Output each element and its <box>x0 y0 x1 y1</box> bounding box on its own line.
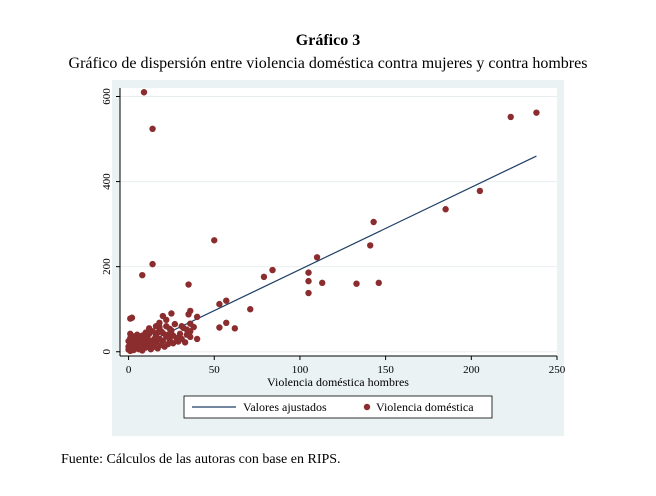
scatter-point <box>140 89 148 96</box>
scatter-point <box>171 320 179 328</box>
scatter-point <box>185 281 192 288</box>
scatter-point <box>476 187 484 195</box>
scatter-point <box>193 335 201 343</box>
scatter-point <box>166 325 173 332</box>
scatter-point <box>305 277 312 285</box>
scatter-point <box>247 306 254 313</box>
legend-label-fit: Valores ajustados <box>243 400 327 414</box>
figure-source-note: Fuente: Cálculos de las autoras con base… <box>61 452 341 467</box>
scatter-point <box>370 218 377 226</box>
scatter-point <box>193 313 201 321</box>
x-tick-label: 100 <box>292 364 309 376</box>
y-tick-label: 600 <box>101 88 113 105</box>
scatter-point <box>139 271 146 279</box>
scatter-point <box>127 334 134 342</box>
scatter-point <box>353 280 360 287</box>
scatter-point <box>367 242 374 249</box>
scatter-point <box>507 113 514 121</box>
scatter-point <box>145 325 153 332</box>
y-tick-label: 200 <box>101 258 113 275</box>
plot-area <box>120 88 557 356</box>
x-tick-label: 200 <box>463 364 480 376</box>
scatter-point <box>149 125 156 133</box>
x-axis-label: Violencia doméstica hombres <box>267 375 409 389</box>
scatter-point <box>125 343 132 350</box>
scatter-point <box>211 237 218 244</box>
scatter-point <box>216 324 223 331</box>
figure-heading: Gráfico 3 <box>295 32 361 49</box>
legend-box <box>183 395 493 419</box>
scatter-point <box>128 314 136 321</box>
scatter-point <box>305 269 312 276</box>
scatter-point <box>169 340 177 347</box>
axes: 0 200 400 600 0 50 100 150 200 250 <box>101 88 566 376</box>
legend-label-points: Violencia doméstica <box>376 400 474 414</box>
scatter-point <box>313 254 321 261</box>
figure-subheading: Gráfico de dispersión entre violencia do… <box>68 55 588 72</box>
x-tick-label: 0 <box>126 364 132 376</box>
scatter-point <box>190 323 197 331</box>
x-tick-label: 250 <box>549 364 566 376</box>
scatter-point <box>159 337 167 344</box>
y-tick-label: 400 <box>101 173 113 190</box>
scatter-point <box>176 330 184 338</box>
scatter-point <box>319 279 326 287</box>
scatter-point <box>144 334 151 342</box>
scatter-point <box>180 324 187 332</box>
x-tick-label: 150 <box>377 364 394 376</box>
scatter-point <box>149 260 156 268</box>
scatter-point <box>216 300 223 308</box>
scatter-point <box>178 335 185 343</box>
scatter-point <box>168 310 175 317</box>
y-tick-label: 0 <box>101 348 113 354</box>
x-tick-label: 50 <box>209 364 221 376</box>
scatter-point <box>375 279 382 287</box>
scatter-point <box>533 109 540 116</box>
scatter-point <box>260 273 268 281</box>
scatter-point <box>442 206 449 213</box>
scatter-point <box>157 328 165 335</box>
scatter-point <box>305 289 312 297</box>
legend-point-swatch <box>363 403 371 411</box>
legend: Valores ajustados Violencia doméstica <box>183 395 493 419</box>
scatter-point <box>223 297 230 304</box>
scatter-point <box>223 319 230 327</box>
scatter-point <box>231 325 239 332</box>
scatter-point <box>169 332 177 339</box>
scatter-point <box>185 311 192 318</box>
scatter-point <box>187 328 194 335</box>
scatter-points-layer <box>125 89 540 355</box>
scatter-point <box>269 266 276 274</box>
scatter-point <box>159 312 167 320</box>
scatter-point <box>152 323 160 330</box>
